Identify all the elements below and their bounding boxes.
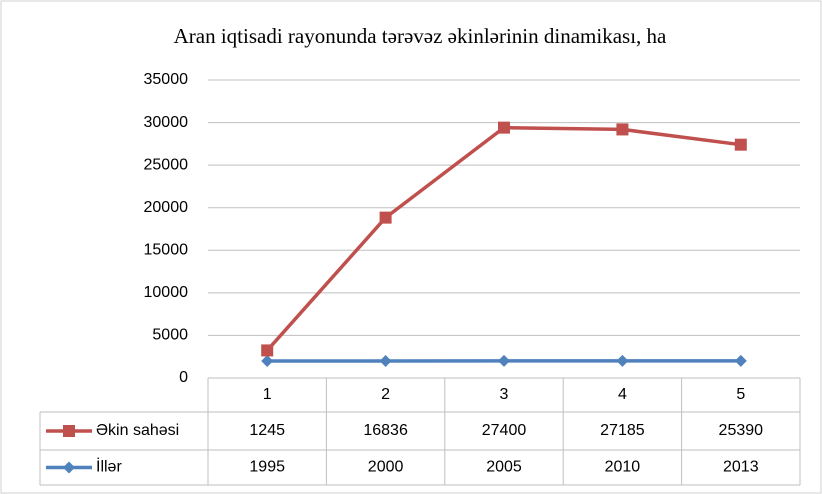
table-cell: 25390 — [719, 422, 764, 439]
table-cell: 2000 — [368, 459, 404, 476]
y-tick-label: 30000 — [144, 114, 189, 131]
table-cell: 16836 — [363, 422, 408, 439]
marker — [63, 461, 75, 474]
table-cell: 2010 — [605, 459, 641, 476]
chart-title: Aran iqtisadi rayonunda tərəvəz əkinləri… — [174, 24, 667, 48]
x-tick-label: 4 — [618, 386, 627, 403]
table-cell: 27400 — [482, 422, 527, 439]
marker — [261, 355, 274, 368]
marker — [261, 344, 274, 357]
marker — [379, 211, 392, 224]
table-cell: 2013 — [723, 459, 759, 476]
legend-label: Əkin sahəsi — [96, 422, 179, 439]
y-tick-label: 35000 — [144, 71, 189, 88]
y-tick-label: 25000 — [144, 156, 189, 173]
marker — [498, 354, 510, 367]
table-cell: 1995 — [249, 459, 285, 476]
marker — [63, 425, 75, 437]
table-cell: 2005 — [486, 459, 522, 476]
table-cell: 27185 — [600, 422, 645, 439]
y-tick-label: 15000 — [144, 242, 189, 259]
x-tick-label: 2 — [381, 386, 390, 403]
x-tick-label: 1 — [263, 386, 272, 403]
marker — [379, 354, 392, 367]
table-cell: 1245 — [249, 422, 285, 439]
marker — [616, 123, 629, 136]
y-tick-label: 0 — [179, 369, 188, 386]
marker — [498, 121, 510, 134]
marker — [616, 354, 629, 367]
legend-label: İllər — [96, 457, 122, 476]
x-tick-label: 3 — [500, 386, 509, 403]
y-tick-label: 5000 — [152, 327, 188, 344]
y-tick-label: 20000 — [144, 199, 189, 216]
y-tick-label: 10000 — [144, 284, 189, 301]
marker — [734, 138, 747, 151]
marker — [734, 354, 747, 367]
x-tick-label: 5 — [736, 386, 745, 403]
